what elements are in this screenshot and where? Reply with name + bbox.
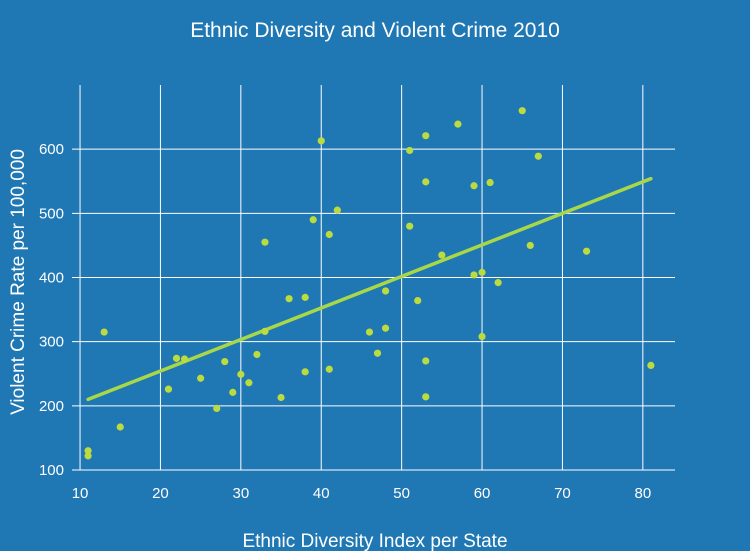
scatter-point[interactable] bbox=[494, 279, 502, 287]
y-axis-title: Violent Crime Rate per 100,000 bbox=[8, 149, 29, 415]
points-layer bbox=[84, 107, 655, 460]
scatter-point[interactable] bbox=[454, 120, 462, 128]
scatter-point[interactable] bbox=[582, 247, 591, 255]
scatter-point[interactable] bbox=[325, 365, 333, 373]
scatter-point[interactable] bbox=[245, 379, 253, 387]
trendline bbox=[86, 176, 653, 402]
scatter-point[interactable] bbox=[422, 393, 430, 401]
scatter-point[interactable] bbox=[309, 216, 317, 224]
scatter-point[interactable] bbox=[422, 132, 430, 140]
x-tick-label: 50 bbox=[393, 485, 410, 502]
scatter-point[interactable] bbox=[333, 206, 341, 214]
scatter-point[interactable] bbox=[301, 368, 309, 376]
x-axis-title: Ethnic Diversity Index per State bbox=[242, 531, 507, 551]
scatter-point[interactable] bbox=[526, 241, 534, 250]
scatter-point[interactable] bbox=[261, 327, 269, 335]
scatter-point[interactable] bbox=[478, 268, 486, 276]
x-tick-label: 30 bbox=[232, 485, 249, 502]
scatter-point[interactable] bbox=[325, 230, 333, 239]
scatter-point[interactable] bbox=[197, 374, 205, 382]
scatter-point[interactable] bbox=[253, 350, 261, 359]
scatter-point[interactable] bbox=[237, 370, 245, 378]
scatter-point[interactable] bbox=[285, 295, 293, 303]
scatter-point[interactable] bbox=[317, 137, 325, 145]
scatter-point[interactable] bbox=[422, 178, 430, 186]
scatter-point[interactable] bbox=[172, 354, 181, 362]
scatter-point[interactable] bbox=[470, 182, 478, 190]
x-tick-label: 60 bbox=[474, 485, 491, 502]
scatter-point[interactable] bbox=[213, 404, 221, 412]
scatter-point[interactable] bbox=[261, 238, 269, 246]
scatter-point[interactable] bbox=[116, 423, 124, 431]
scatter-point[interactable] bbox=[518, 107, 526, 115]
y-tick-label: 600 bbox=[39, 141, 64, 158]
scatter-point[interactable] bbox=[229, 388, 237, 396]
x-tick-label: 20 bbox=[152, 485, 169, 502]
scatter-point[interactable] bbox=[365, 328, 374, 336]
scatter-point[interactable] bbox=[84, 452, 92, 460]
chart-title: Ethnic Diversity and Violent Crime 2010 bbox=[190, 19, 560, 42]
scatter-point[interactable] bbox=[381, 324, 390, 332]
y-tick-label: 100 bbox=[39, 462, 64, 479]
scatter-point[interactable] bbox=[180, 355, 189, 363]
y-tick-label: 300 bbox=[39, 334, 64, 351]
scatter-point[interactable] bbox=[164, 385, 173, 393]
y-tick-label: 500 bbox=[39, 205, 64, 222]
scatter-point[interactable] bbox=[438, 251, 446, 259]
scatter-point[interactable] bbox=[100, 328, 108, 336]
scatter-point[interactable] bbox=[647, 361, 655, 370]
tick-labels: 10 20 30 40 50 60 70 80 100 200 300 400 500 600 bbox=[39, 141, 651, 502]
x-tick-label: 40 bbox=[313, 485, 330, 502]
scatter-point[interactable] bbox=[414, 297, 422, 305]
y-tick-label: 200 bbox=[39, 398, 64, 415]
scatter-point[interactable] bbox=[373, 349, 382, 357]
scatter-point[interactable] bbox=[406, 222, 414, 230]
trendline-layer bbox=[86, 176, 653, 402]
x-tick-label: 70 bbox=[554, 485, 571, 502]
scatter-point[interactable] bbox=[301, 293, 309, 301]
scatter-point[interactable] bbox=[486, 178, 494, 187]
scatter-point[interactable] bbox=[534, 152, 542, 160]
scatter-point[interactable] bbox=[470, 271, 478, 279]
x-tick-label: 10 bbox=[72, 485, 89, 502]
scatter-point[interactable] bbox=[422, 357, 430, 365]
scatter-point[interactable] bbox=[381, 287, 390, 295]
scatter-point[interactable] bbox=[84, 447, 92, 455]
x-tick-label: 80 bbox=[634, 485, 651, 502]
scatter-point[interactable] bbox=[221, 357, 229, 366]
scatter-point[interactable] bbox=[478, 332, 486, 341]
scatter-point[interactable] bbox=[406, 146, 414, 155]
scatter-point[interactable] bbox=[277, 393, 285, 402]
y-tick-label: 400 bbox=[39, 270, 64, 287]
